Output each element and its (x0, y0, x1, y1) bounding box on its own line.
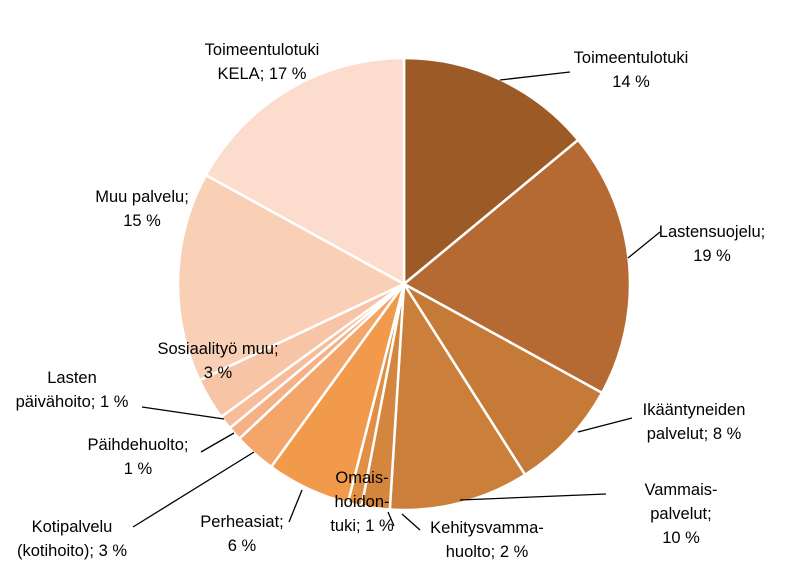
category-label: Kehitysvamma- huolto; (430, 519, 544, 561)
slice-label: Lastensuojelu; 19 % (659, 220, 765, 268)
value-label: 10 % (662, 529, 700, 547)
leader-line (401, 513, 421, 531)
category-label: Toimeentulotuki (573, 49, 689, 67)
value-label: 1 % (99, 393, 129, 411)
category-label: Vammais- palvelut; (644, 481, 718, 523)
value-label: 8 % (712, 425, 742, 443)
pie-slice (401, 138, 632, 395)
slice-label: Muu palvelu; 15 % (95, 185, 189, 233)
slice-label: Kotipalvelu (kotihoito); 3 % (17, 515, 127, 563)
value-label: 14 % (612, 73, 650, 91)
value-label: 2 % (499, 543, 529, 561)
leader-line (288, 489, 303, 523)
slice-label: Perheasiat; 6 % (200, 510, 283, 558)
slice-label: Lasten päivähoito; 1 % (16, 366, 129, 414)
value-label: 19 % (693, 247, 731, 265)
category-label: Kotipalvelu (kotihoito); (16, 518, 113, 560)
pie-slice (402, 282, 604, 477)
leader-line (499, 71, 571, 81)
slice-label: Päihdehuolto; 1 % (88, 433, 189, 481)
slice-label: Sosiaalityö muu; 3 % (157, 337, 278, 385)
pie-slice (204, 56, 406, 287)
value-label: 15 % (123, 212, 161, 230)
leader-line (387, 511, 395, 527)
slice-label: Omais- hoidon- tuki; 1 % (330, 466, 393, 538)
slice-label: Toimeentulotuki KELA; 17 % (205, 38, 320, 86)
category-label: Päihdehuolto; (87, 436, 189, 454)
pie-slice (388, 280, 527, 512)
category-label: Omais- hoidon- tuki; (330, 469, 390, 535)
leader-line (200, 432, 235, 453)
category-label: Lasten päivähoito; (15, 369, 97, 411)
category-label: Ikääntyneiden palvelut; (642, 401, 746, 443)
pie-slice (176, 173, 407, 382)
slice-label: Kehitysvamma- huolto; 2 % (430, 516, 544, 564)
slice-label: Vammais- palvelut; 10 % (644, 478, 717, 550)
slice-label: Toimeentulotuki 14 % (574, 46, 689, 94)
leader-line (627, 231, 661, 259)
leader-line (577, 417, 633, 433)
category-label: Lastensuojelu; (658, 223, 766, 241)
leader-line (459, 493, 607, 501)
leader-line (132, 451, 255, 528)
leader-line (141, 406, 225, 420)
value-label: 6 % (227, 537, 257, 555)
slice-label: Ikääntyneiden palvelut; 8 % (643, 398, 746, 446)
category-label: Sosiaalityö muu; (157, 340, 279, 358)
category-label: Perheasiat; (200, 513, 284, 531)
value-label: 1 % (123, 460, 153, 478)
category-label: Muu palvelu; (95, 188, 189, 206)
value-label: 17 % (268, 65, 307, 83)
value-label: 1 % (365, 517, 394, 535)
value-label: 3 % (98, 542, 128, 560)
category-label: Toimeentulotuki KELA; (204, 41, 320, 83)
value-label: 3 % (203, 364, 233, 382)
